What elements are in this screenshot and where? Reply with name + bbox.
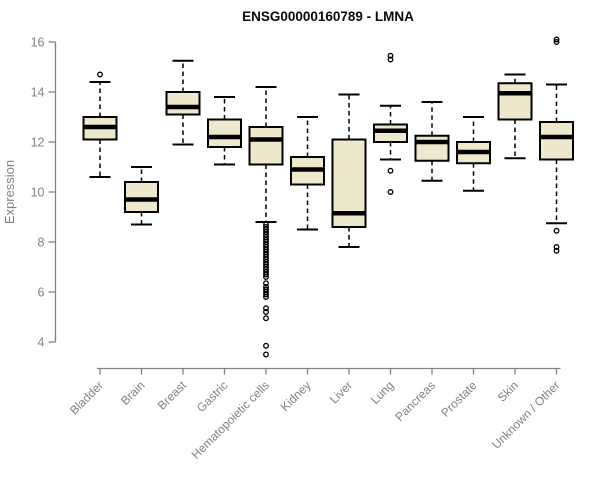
axes-layer: 4 6 8 10 12 14 16 Bladder Brain Breast GastricHema… — [31, 36, 563, 462]
box-group-prostate — [456, 116, 491, 192]
outlier-point — [263, 351, 269, 358]
y-tick-label: 6 — [38, 286, 45, 300]
x-category-label: Skin — [495, 378, 521, 404]
outlier-point — [97, 71, 103, 78]
outlier-point — [263, 309, 269, 315]
box-group-kidney — [290, 116, 325, 231]
iqr-box — [373, 123, 408, 143]
y-axis-label: Expression — [2, 160, 17, 224]
iqr-box — [497, 82, 533, 121]
outlier-point — [553, 36, 560, 43]
x-category-label: Bladder — [67, 378, 106, 417]
outlier-point — [553, 244, 560, 250]
x-category-label: Liver — [327, 378, 355, 406]
x-category-label: Prostate — [438, 378, 480, 420]
box-group-skin — [497, 73, 533, 160]
x-category-label: Kidney — [278, 378, 314, 414]
iqr-box — [414, 134, 450, 162]
outlier-point — [553, 227, 560, 234]
box-group-unknown-other — [539, 36, 574, 254]
x-category-label: Hematopoietic cells — [189, 378, 272, 461]
box-group-lung — [373, 52, 408, 195]
box-group-bladder — [82, 71, 118, 178]
y-tick-label: 8 — [38, 236, 45, 250]
chart-title: ENSG00000160789 - LMNA — [242, 9, 414, 24]
outlier-point — [387, 56, 394, 63]
x-category-label: Brain — [118, 378, 148, 408]
iqr-box — [248, 126, 284, 166]
iqr-box — [124, 181, 159, 213]
outlier-point — [263, 342, 269, 349]
outlier-point — [263, 294, 269, 300]
outlier-point — [553, 247, 560, 254]
outlier-point — [263, 291, 269, 298]
y-tick-label: 12 — [31, 136, 45, 150]
outlier-point — [387, 167, 394, 174]
box-group-gastric — [207, 96, 242, 166]
x-category-label: Pancreas — [392, 378, 438, 424]
outlier-point — [387, 52, 394, 59]
outlier-point — [263, 271, 269, 278]
y-tick-label: 14 — [31, 86, 45, 100]
iqr-box — [207, 118, 242, 148]
y-tick-label: 10 — [31, 186, 45, 200]
box-group-hematopoietic-cells — [248, 86, 284, 358]
outlier-point — [263, 274, 269, 280]
outlier-point — [263, 315, 269, 322]
iqr-box — [165, 91, 201, 116]
x-category-label: Lung — [368, 378, 397, 407]
y-tick-label: 4 — [38, 336, 45, 350]
box-group-brain — [124, 166, 159, 226]
outlier-point — [263, 305, 269, 312]
box-group-liver — [331, 93, 367, 248]
boxes-layer — [82, 36, 574, 358]
x-category-label: Breast — [155, 378, 190, 413]
box-group-pancreas — [414, 101, 450, 182]
iqr-box — [539, 121, 574, 161]
outlier-point — [553, 39, 560, 45]
y-tick-label: 16 — [31, 36, 45, 50]
box-group-breast — [165, 59, 201, 146]
outlier-point — [387, 189, 394, 195]
outlier-point — [263, 280, 269, 287]
x-category-label: Gastric — [194, 378, 231, 415]
